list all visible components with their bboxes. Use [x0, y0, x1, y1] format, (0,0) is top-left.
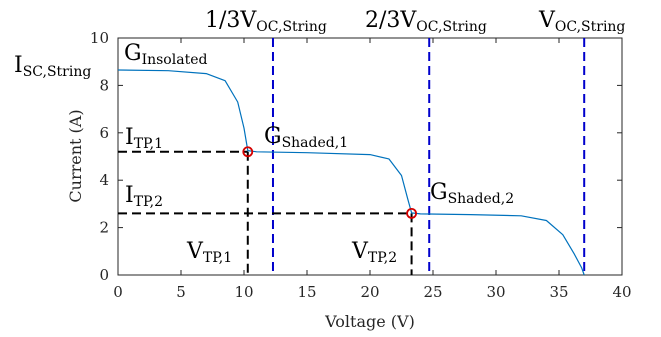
guide-lines-layer — [118, 150, 413, 275]
x-tick-label: 35 — [549, 283, 568, 301]
x-tick-label: 5 — [176, 283, 186, 301]
ticks-layer: 0 5 10 15 20 25 30 35 40 0 2 4 6 8 10 — [90, 29, 632, 301]
x-tick-label: 15 — [297, 283, 316, 301]
i-tp-2-label: ITP,2 — [125, 183, 163, 210]
vline-label-3: VOC,String — [538, 8, 625, 35]
i-tp-1-label: ITP,1 — [125, 125, 163, 152]
y-tick-label: 8 — [99, 76, 109, 94]
vline-label-2: 2/3VOC,String — [365, 8, 487, 35]
x-tick-label: 25 — [423, 283, 442, 301]
isc-label: ISC,String — [14, 53, 91, 80]
x-tick-label: 30 — [486, 283, 505, 301]
y-axis-label: Current (A) — [66, 109, 85, 202]
markers-layer — [242, 146, 417, 219]
series-layer — [117, 69, 585, 276]
series-line-1 — [117, 69, 585, 276]
x-tick-label: 0 — [113, 283, 123, 301]
v-tp-1-label: VTP,1 — [186, 239, 232, 266]
g-shaded-2-label: GShaded,2 — [430, 180, 514, 207]
g-insolated-label: GInsolated — [124, 41, 207, 68]
v-tp-2-label: VTP,2 — [351, 239, 397, 266]
x-tick-label: 20 — [360, 283, 379, 301]
transition-point-marker-1 — [242, 146, 254, 158]
x-tick-label: 10 — [234, 283, 253, 301]
y-tick-label: 2 — [99, 219, 109, 237]
vertical-lines-layer — [271, 38, 586, 275]
y-tick-label: 10 — [90, 29, 109, 47]
vline-label-1: 1/3VOC,String — [205, 8, 327, 35]
x-axis-label: Voltage (V) — [324, 312, 415, 331]
y-tick-label: 0 — [99, 266, 109, 284]
x-tick-label: 40 — [612, 283, 631, 301]
y-tick-label: 6 — [99, 124, 109, 142]
g-shaded-1-label: GShaded,1 — [264, 124, 348, 151]
transition-point-marker-2 — [406, 207, 417, 219]
y-tick-label: 4 — [99, 171, 109, 189]
